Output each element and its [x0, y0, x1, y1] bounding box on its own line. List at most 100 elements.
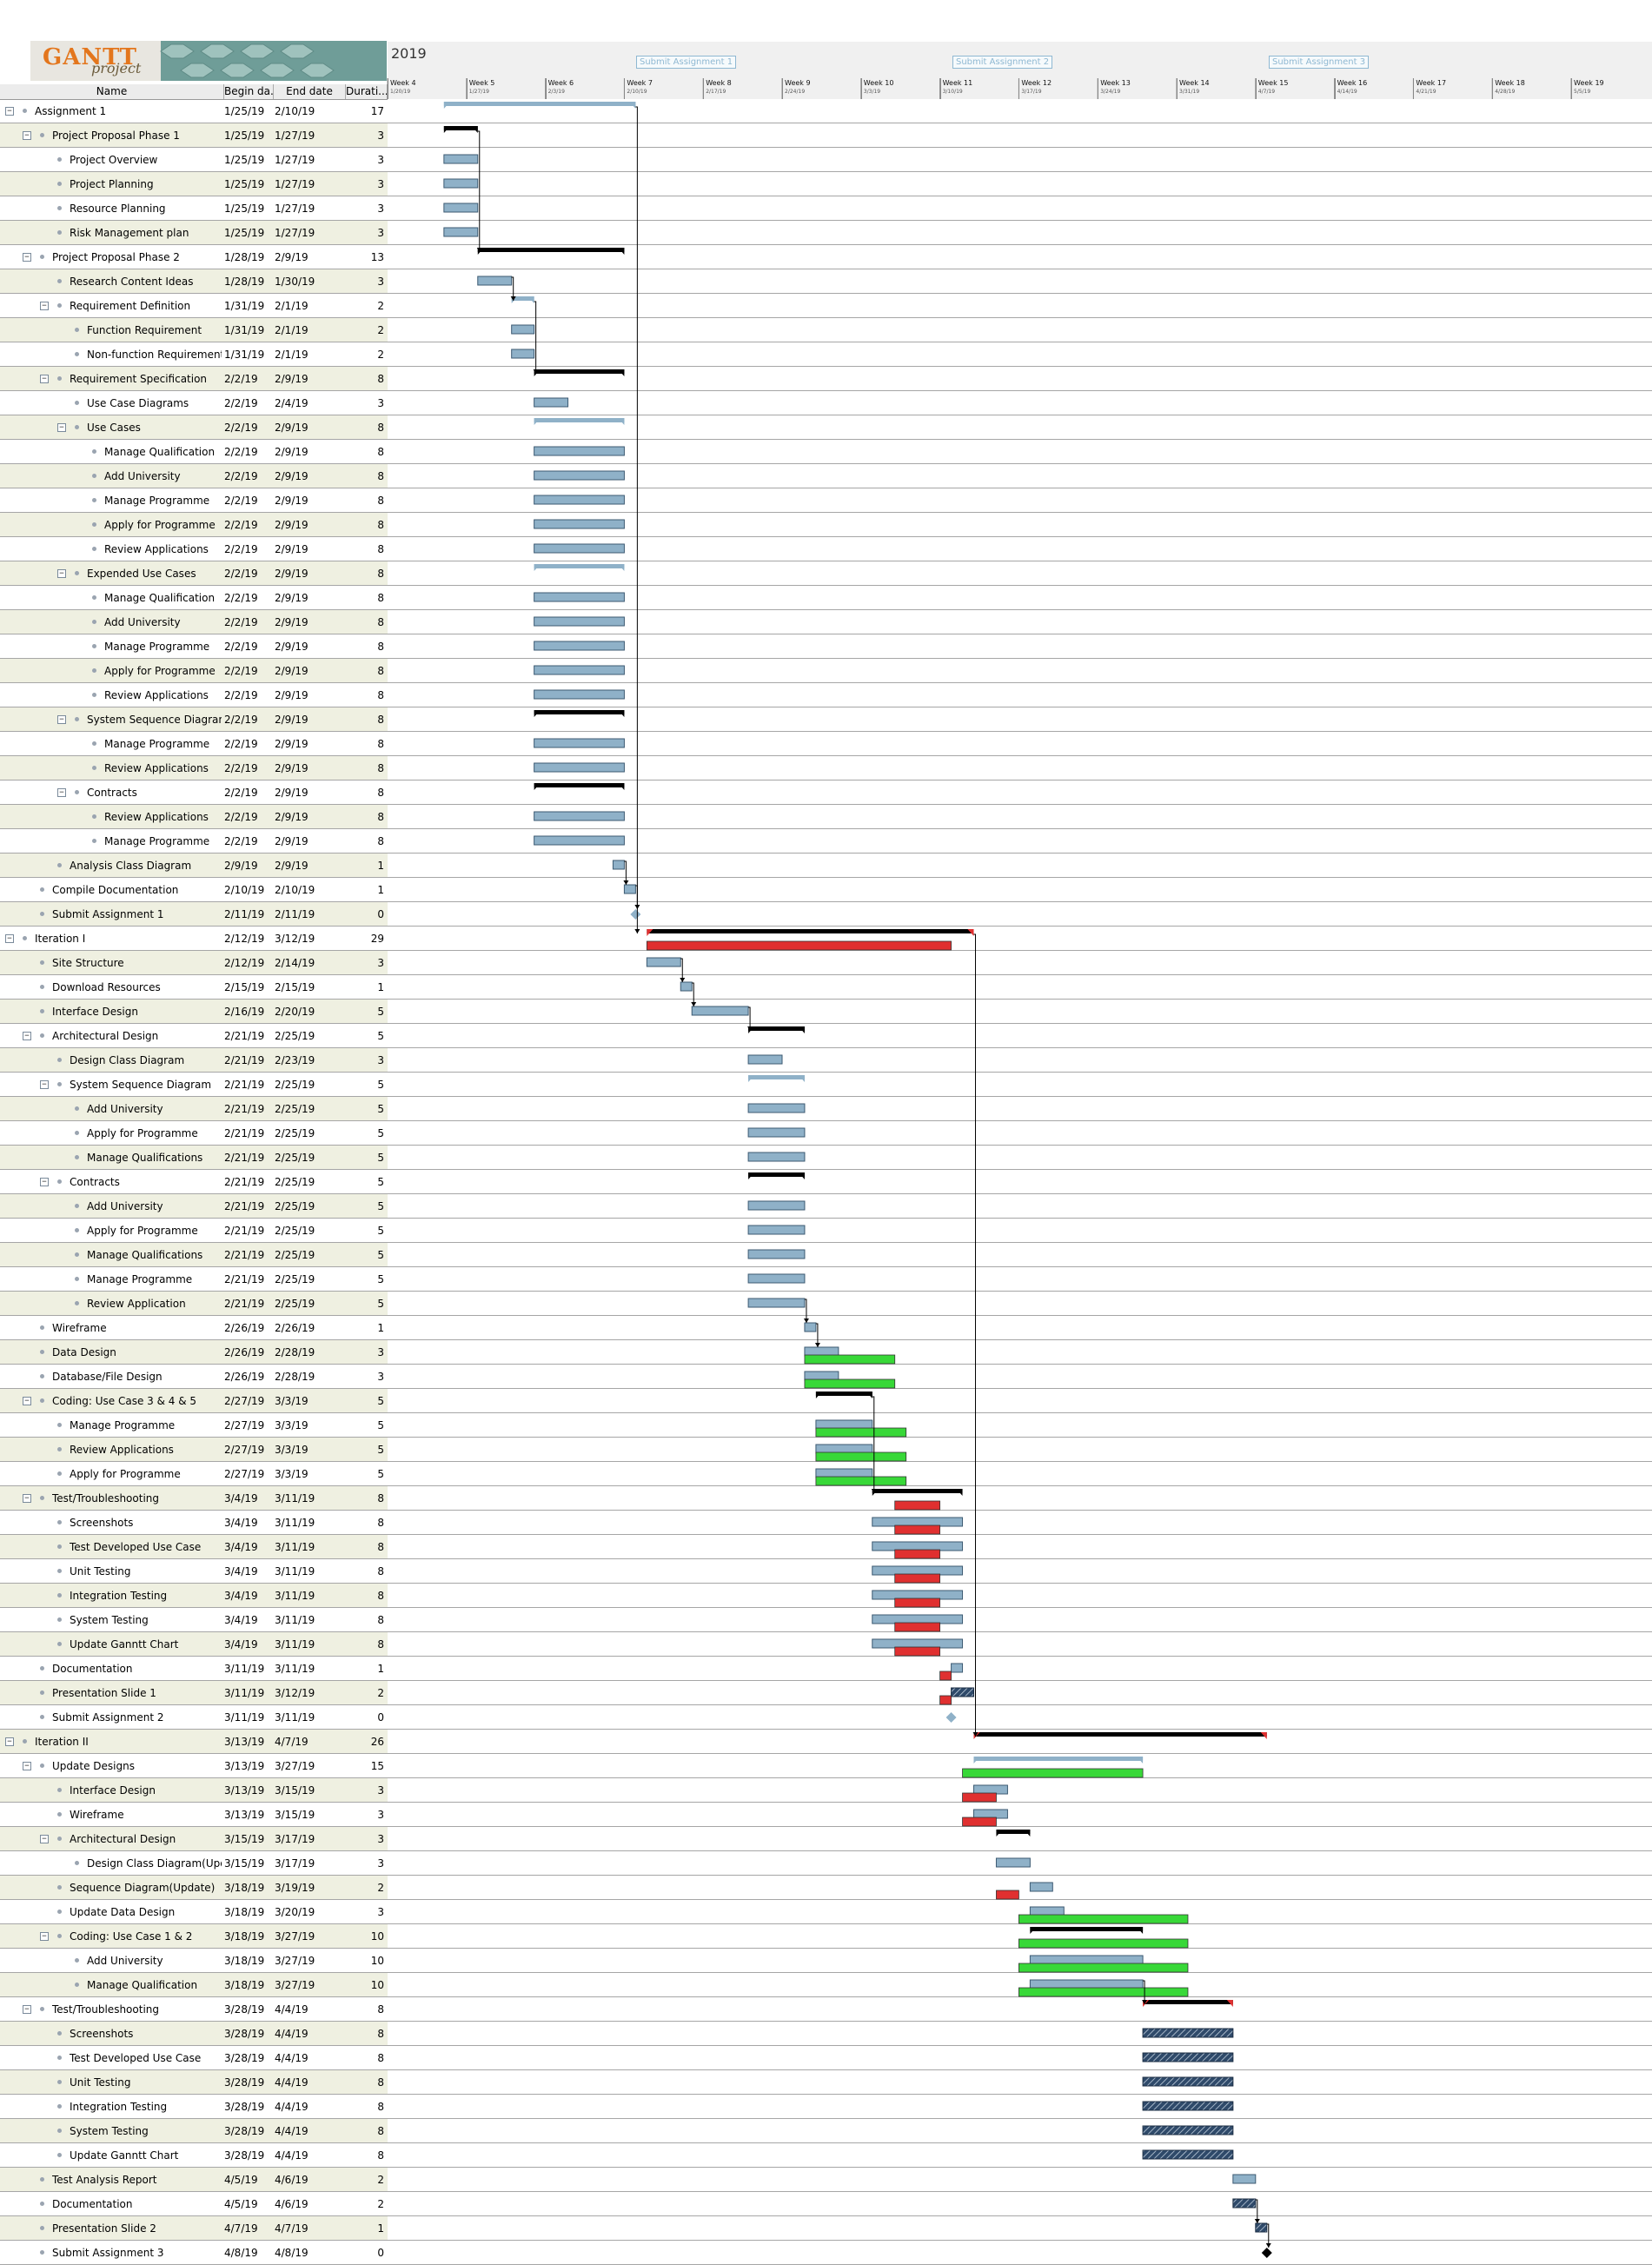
critical-overlay-bar[interactable] — [894, 1622, 940, 1632]
task-bar[interactable] — [511, 349, 535, 359]
task-row[interactable]: Design Class Diagram(Updat...3/15/19 3/17… — [0, 1851, 1652, 1876]
task-bar[interactable] — [534, 811, 625, 821]
task-bar[interactable] — [747, 1152, 806, 1162]
summary-bar-start-cap[interactable] — [647, 929, 654, 936]
task-row[interactable]: Presentation Slide 1 3/11/19 3/12/19 2 — [0, 1681, 1652, 1705]
task-name[interactable]: Test/Troubleshooting — [52, 1492, 159, 1504]
task-bar[interactable] — [951, 1663, 964, 1673]
task-name[interactable]: Screenshots — [70, 1517, 134, 1529]
summary-bar[interactable] — [748, 1075, 805, 1079]
task-bar[interactable] — [534, 446, 625, 456]
task-name[interactable]: Add University — [87, 1200, 163, 1212]
task-name[interactable]: Apply for Programme — [104, 665, 216, 677]
task-bar[interactable] — [534, 665, 625, 675]
task-name[interactable]: Unit Testing — [70, 2076, 131, 2089]
task-bar[interactable] — [1029, 1955, 1144, 1965]
task-row[interactable]: Add University 2/21/19 2/25/19 5 — [0, 1194, 1652, 1219]
task-bar[interactable] — [747, 1225, 806, 1235]
progress-overlay-bar[interactable] — [1018, 1963, 1189, 1973]
summary-bar-end-cap[interactable] — [956, 1489, 963, 1496]
task-row[interactable]: Review Applications 2/2/19 2/9/19 8 — [0, 683, 1652, 707]
task-bar[interactable] — [872, 1614, 964, 1624]
collapse-toggle-icon[interactable]: − — [40, 375, 49, 383]
task-bar[interactable] — [534, 592, 625, 602]
task-row[interactable]: System Testing 3/28/19 4/4/19 8 — [0, 2119, 1652, 2143]
task-row[interactable]: − Contracts 2/2/19 2/9/19 8 — [0, 780, 1652, 805]
task-name[interactable]: Assignment 1 — [35, 105, 107, 117]
task-name[interactable]: Non-function Requirement — [87, 349, 222, 361]
summary-bar-end-cap[interactable] — [1260, 1732, 1267, 1739]
summary-bar-end-cap[interactable] — [1226, 2000, 1233, 2007]
milestone-header-3[interactable]: Submit Assignment 3 — [1269, 56, 1370, 69]
collapse-toggle-icon[interactable]: − — [23, 131, 31, 140]
task-row[interactable]: Screenshots 3/28/19 4/4/19 8 — [0, 2022, 1652, 2046]
collapse-toggle-icon[interactable]: − — [40, 1835, 49, 1843]
task-name[interactable]: Manage Programme — [70, 1419, 176, 1431]
task-name[interactable]: Review Applications — [104, 762, 209, 774]
task-row[interactable]: Submit Assignment 1 2/11/19 2/11/19 0 — [0, 902, 1652, 927]
task-row[interactable]: Interface Design 3/13/19 3/15/19 3 — [0, 1778, 1652, 1803]
task-name[interactable]: Apply for Programme — [87, 1225, 198, 1237]
task-name[interactable]: Add University — [104, 470, 181, 482]
task-bar[interactable] — [443, 154, 479, 164]
task-name[interactable]: System Sequence Diagram — [70, 1079, 212, 1091]
task-row[interactable]: − System Sequence Diagram 2/2/19 2/9/19 8 — [0, 707, 1652, 732]
task-row[interactable]: Screenshots 3/4/19 3/11/19 8 — [0, 1511, 1652, 1535]
collapse-toggle-icon[interactable]: − — [23, 1032, 31, 1040]
task-row[interactable]: − Iteration II 3/13/19 4/7/19 26 — [0, 1730, 1652, 1754]
task-row[interactable]: Interface Design 2/16/19 2/20/19 5 — [0, 1000, 1652, 1024]
task-row[interactable]: − Assignment 1 1/25/19 2/10/19 17 — [0, 99, 1652, 123]
task-name[interactable]: Review Applications — [70, 1444, 174, 1456]
summary-bar-end-cap[interactable] — [618, 418, 625, 425]
task-row[interactable]: − Iteration I 2/12/19 3/12/19 29 — [0, 927, 1652, 951]
summary-bar-end-cap[interactable] — [629, 102, 636, 109]
task-name[interactable]: Submit Assignment 3 — [52, 2247, 164, 2259]
task-name[interactable]: Manage Programme — [104, 738, 210, 750]
summary-bar-end-cap[interactable] — [798, 1172, 805, 1179]
task-name[interactable]: Integration Testing — [70, 2101, 168, 2113]
task-name[interactable]: Manage Programme — [87, 1273, 193, 1285]
critical-overlay-bar[interactable] — [962, 1792, 997, 1803]
task-name[interactable]: Update Ganntt Chart — [70, 2149, 179, 2162]
milestone-header-2[interactable]: Submit Assignment 2 — [952, 56, 1053, 69]
summary-bar[interactable] — [534, 783, 625, 787]
task-name[interactable]: Requirement Specification — [70, 373, 208, 385]
task-row[interactable]: − System Sequence Diagram 2/21/19 2/25/19 5 — [0, 1073, 1652, 1097]
collapse-toggle-icon[interactable]: − — [57, 423, 66, 432]
collapse-toggle-icon[interactable]: − — [57, 715, 66, 724]
hatched-task-bar[interactable] — [1142, 2149, 1234, 2160]
task-bar[interactable] — [534, 470, 625, 481]
task-name[interactable]: Presentation Slide 2 — [52, 2222, 156, 2235]
collapse-toggle-icon[interactable]: − — [23, 2005, 31, 2014]
summary-bar[interactable] — [647, 929, 974, 933]
task-row[interactable]: Apply for Programme 2/21/19 2/25/19 5 — [0, 1121, 1652, 1146]
summary-bar-end-cap[interactable] — [618, 564, 625, 571]
task-row[interactable]: Documentation 4/5/19 4/6/19 2 — [0, 2192, 1652, 2216]
task-bar[interactable] — [1029, 1979, 1144, 1989]
task-row[interactable]: − Architectural Design 3/15/19 3/17/19 3 — [0, 1827, 1652, 1851]
task-name[interactable]: Manage Programme — [104, 641, 210, 653]
task-row[interactable]: Integration Testing 3/4/19 3/11/19 8 — [0, 1584, 1652, 1608]
collapse-toggle-icon[interactable]: − — [5, 934, 14, 943]
task-name[interactable]: Iteration I — [35, 933, 86, 945]
task-name[interactable]: Manage Qualifications — [87, 1249, 203, 1261]
summary-bar-end-cap[interactable] — [618, 248, 625, 255]
task-name[interactable]: Project Proposal Phase 1 — [52, 130, 180, 142]
task-row[interactable]: Apply for Programme 2/2/19 2/9/19 8 — [0, 659, 1652, 683]
task-bar[interactable] — [872, 1638, 964, 1649]
task-row[interactable]: Presentation Slide 2 4/7/19 4/7/19 1 — [0, 2216, 1652, 2241]
summary-bar[interactable] — [872, 1489, 963, 1493]
milestone-header-1[interactable]: Submit Assignment 1 — [636, 56, 737, 69]
task-row[interactable]: Manage Programme 2/2/19 2/9/19 8 — [0, 829, 1652, 854]
summary-bar-start-cap[interactable] — [534, 710, 541, 717]
summary-bar-start-cap[interactable] — [443, 102, 450, 109]
task-name[interactable]: Compile Documentation — [52, 884, 179, 896]
task-row[interactable]: − Contracts 2/21/19 2/25/19 5 — [0, 1170, 1652, 1194]
task-name[interactable]: Unit Testing — [70, 1565, 131, 1578]
task-row[interactable]: Use Case Diagrams 2/2/19 2/4/19 3 — [0, 391, 1652, 415]
collapse-toggle-icon[interactable]: − — [40, 302, 49, 310]
task-row[interactable]: Test Developed Use Case 3/4/19 3/11/19 8 — [0, 1535, 1652, 1559]
task-bar[interactable] — [872, 1517, 964, 1527]
task-name[interactable]: Apply for Programme — [70, 1468, 181, 1480]
task-name[interactable]: Coding: Use Case 3 & 4 & 5 — [52, 1395, 197, 1407]
